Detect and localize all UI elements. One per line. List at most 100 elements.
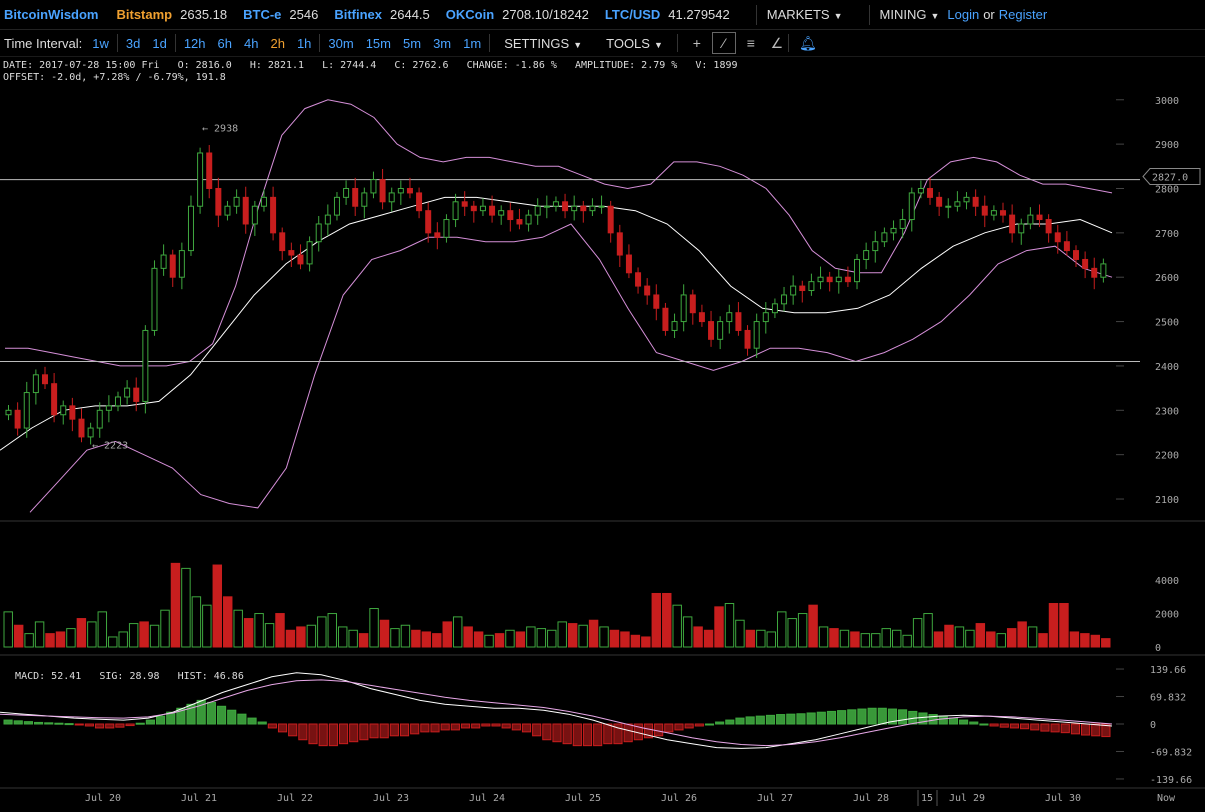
macd-tick-label: 69.832 <box>1150 693 1186 704</box>
interval-6h[interactable]: 6h <box>217 35 232 51</box>
volume-bar <box>1080 633 1090 648</box>
trendline-icon[interactable]: ⁄ <box>711 32 736 54</box>
macd-histogram-bar <box>613 723 623 745</box>
volume-bar <box>296 626 306 648</box>
volume-bar <box>494 633 505 648</box>
macd-histogram-bar <box>1030 723 1040 731</box>
fan-icon[interactable]: ∠ <box>770 34 784 51</box>
interval-30m[interactable]: 30m <box>328 35 354 51</box>
candle <box>1045 219 1052 234</box>
interval-1m[interactable]: 1m <box>463 35 482 51</box>
crosshair-icon[interactable]: + <box>692 35 701 51</box>
macd-tick-label: 139.66 <box>1150 665 1186 676</box>
interval-1d[interactable]: 1d <box>152 35 167 51</box>
candle <box>552 201 559 207</box>
candle <box>708 321 715 340</box>
chevron-down-icon: ▼ <box>573 39 583 50</box>
interval-1h[interactable]: 1h <box>296 35 312 51</box>
moving-average-line <box>0 196 1113 451</box>
candle <box>124 387 131 398</box>
candle <box>498 210 505 216</box>
candle <box>1000 210 1007 216</box>
candle <box>534 205 541 216</box>
macd-histogram-bar <box>1020 723 1030 730</box>
macd-histogram-bar <box>776 714 786 725</box>
macd-histogram-bar <box>786 713 796 725</box>
interval-3d[interactable]: 3d <box>125 35 141 51</box>
price-tick-label: 2700 <box>1155 229 1179 240</box>
candle <box>197 152 204 207</box>
mining-menu[interactable]: MINING ▼ <box>879 7 940 22</box>
macd-histogram-bar <box>277 723 288 733</box>
interval-12h[interactable]: 12h <box>183 35 206 51</box>
ticker-ltcusd[interactable]: LTC/USD 41.279542 <box>604 7 730 22</box>
volume-bar <box>662 592 672 648</box>
time-interval-label: Time Interval: <box>4 35 83 51</box>
candle <box>242 196 249 225</box>
macd-histogram-bar <box>74 723 84 726</box>
volume-bar <box>421 631 432 648</box>
ticker-bitfinex[interactable]: Bitfinex 2644.5 <box>334 7 430 22</box>
volume-bar <box>881 628 891 648</box>
volume-bar <box>327 613 337 648</box>
interval-2h[interactable]: 2h <box>270 35 285 51</box>
brand-logo[interactable]: BitcoinWisdom <box>4 7 99 22</box>
chevron-down-icon: ▼ <box>833 11 843 21</box>
candle <box>762 312 769 323</box>
volume-bar <box>536 628 547 648</box>
macd-histogram-bar <box>999 723 1009 728</box>
price-tick-label: 2100 <box>1155 495 1179 506</box>
candle <box>51 383 58 416</box>
macd-histogram-bar <box>460 723 471 729</box>
markets-menu[interactable]: MARKETS ▼ <box>766 7 843 22</box>
macd-histogram-bar <box>562 723 572 745</box>
macd-histogram-bar <box>664 723 674 733</box>
volume-bar <box>233 609 243 648</box>
candle <box>297 254 304 265</box>
interval-5m[interactable]: 5m <box>403 35 422 51</box>
tools-dropdown[interactable]: TOOLS ▼ <box>606 35 663 51</box>
divider <box>116 34 118 52</box>
login-link[interactable]: Login <box>947 7 980 22</box>
candle <box>735 312 742 331</box>
ticker-okcoin[interactable]: OKCoin 2708.10/18242 <box>445 7 589 22</box>
ticker-btce[interactable]: BTC-e 2546 <box>243 7 319 22</box>
volume-bar <box>275 613 285 648</box>
candle <box>251 205 258 225</box>
annotation-low: ← 2223 <box>92 440 128 451</box>
volume-bar <box>369 608 379 648</box>
horizontal-lines-icon[interactable]: ≡ <box>746 35 755 51</box>
macd-histogram-bar <box>552 723 562 743</box>
macd-histogram-bar <box>704 723 715 726</box>
volume-bar <box>13 624 24 648</box>
volume-bar <box>902 634 912 648</box>
top-bar: BitcoinWisdom Bitstamp 2635.18 BTC-e 2546 … <box>0 0 1205 30</box>
register-link[interactable]: Register <box>998 7 1048 22</box>
macd-histogram-bar <box>471 723 481 729</box>
volume-bar <box>986 631 996 648</box>
annotation-high: ← 2938 <box>202 123 238 134</box>
macd-histogram-bar <box>948 717 959 725</box>
candle <box>1073 250 1080 260</box>
price-tick-label: 2300 <box>1155 406 1179 417</box>
ticker-bitstamp[interactable]: Bitstamp 2635.18 <box>116 7 228 22</box>
candle <box>771 303 778 314</box>
macd-histogram-bar <box>765 714 776 725</box>
interval-1w[interactable]: 1w <box>92 35 109 51</box>
macd-histogram-bar <box>989 723 999 727</box>
macd-histogram-bar <box>115 723 125 728</box>
candle <box>543 205 550 208</box>
interval-3m[interactable]: 3m <box>433 35 452 51</box>
interval-4h[interactable]: 4h <box>244 35 259 51</box>
bell-icon[interactable]: 🔔︎ <box>799 34 817 51</box>
macd-histogram-bar <box>582 723 593 747</box>
signal-line <box>0 679 1113 747</box>
volume-bar <box>557 621 567 648</box>
candle <box>1091 267 1098 278</box>
volume-bar <box>965 629 975 648</box>
settings-dropdown[interactable]: SETTINGS ▼ <box>504 35 583 51</box>
macd-histogram-bar <box>735 717 745 725</box>
volume-bar <box>432 633 442 648</box>
interval-15m[interactable]: 15m <box>365 35 391 51</box>
